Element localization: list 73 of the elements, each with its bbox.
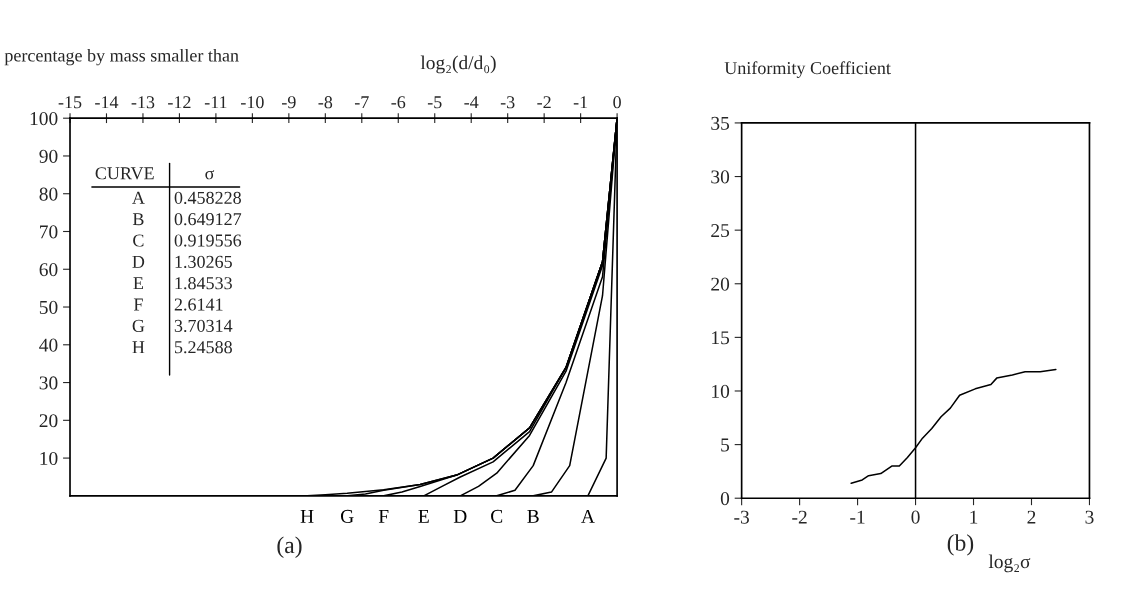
text: D	[132, 255, 145, 268]
y-tick-label: 60	[39, 263, 58, 277]
x-tick-label: -2	[792, 510, 807, 524]
annotation: 0.919556	[174, 234, 242, 247]
y-tick-label: 35	[711, 116, 730, 130]
x-tick-label: -10	[241, 96, 264, 109]
x-tick-label: 0	[613, 96, 621, 109]
x-tick-label: -1	[573, 96, 588, 109]
x-axis-title: log₂σ	[988, 554, 1031, 573]
y-tick-label: 80	[39, 187, 58, 201]
x-tick-label: -5	[427, 96, 442, 109]
y-tick-label: 10	[40, 451, 58, 466]
annotation: 3.70314	[174, 319, 233, 333]
series-label: A	[581, 509, 595, 523]
text: E	[133, 277, 144, 290]
series-label: F	[378, 510, 389, 523]
x-tick-label: -11	[204, 96, 227, 109]
text: G	[132, 319, 145, 332]
y-tick-label: 15	[712, 331, 730, 345]
x-tick-label: -15	[58, 96, 82, 109]
x-tick-label: 2	[1027, 510, 1036, 524]
series-label: G	[340, 509, 354, 523]
annotation: σ	[205, 169, 215, 180]
x-tick-label: 1	[970, 510, 978, 524]
text: A	[132, 191, 145, 204]
text: F	[133, 298, 143, 311]
text: (b)	[947, 534, 974, 556]
series-label: C	[491, 509, 503, 523]
x-tick-label: -13	[131, 96, 155, 109]
x-tick-label: -7	[354, 96, 369, 109]
x-tick-label: -1	[850, 510, 865, 524]
y-tick-label: 0	[720, 492, 730, 506]
y-tick-label: 20	[39, 414, 58, 428]
y-tick-label: 90	[39, 149, 58, 163]
y-tick-label: 50	[39, 300, 58, 314]
text: (a)	[277, 536, 302, 558]
text: B	[132, 213, 144, 226]
annotation: 2.6141	[174, 298, 223, 311]
y-tick-label: 30	[39, 376, 58, 390]
y-tick-label: 5	[721, 438, 730, 452]
y-axis-title: percentage by mass smaller than	[4, 48, 239, 66]
x-tick-label: -3	[734, 510, 749, 524]
y-tick-label: 10	[712, 384, 730, 398]
x-tick-label: -2	[537, 96, 551, 109]
x-axis-title: log₂(d/d₀)	[420, 55, 496, 74]
annotation: 0.458228	[174, 191, 241, 204]
x-tick-label: -8	[318, 96, 333, 109]
annotation: 1.30265	[175, 255, 232, 268]
series-label: D	[453, 510, 467, 523]
annotation: 5.24588	[175, 341, 232, 354]
y-tick-label: 20	[711, 277, 730, 291]
series-label: B	[527, 510, 539, 523]
y-tick-label: 100	[30, 112, 58, 126]
annotation: CURVE	[95, 167, 154, 180]
y-tick-label: 70	[40, 225, 58, 239]
x-tick-label: 3	[1085, 510, 1094, 524]
series-label: H	[300, 510, 314, 523]
y-tick-label: 30	[711, 170, 730, 184]
x-tick-label: -14	[95, 96, 119, 109]
y-axis-title: Uniformity Coefficient	[724, 61, 891, 78]
text: H	[132, 341, 145, 354]
y-tick-label: 40	[39, 338, 58, 352]
x-tick-label: 0	[911, 510, 920, 524]
annotation: 1.84533	[175, 277, 232, 290]
x-tick-label: -9	[282, 96, 296, 109]
y-tick-label: 25	[711, 224, 730, 238]
x-tick-label: -4	[464, 96, 479, 109]
x-tick-label: -12	[168, 96, 191, 109]
series-label: E	[418, 510, 429, 523]
x-tick-label: -6	[391, 96, 406, 109]
x-tick-label: -3	[500, 96, 515, 109]
text: C	[133, 234, 144, 247]
annotation: 0.649127	[174, 213, 242, 226]
